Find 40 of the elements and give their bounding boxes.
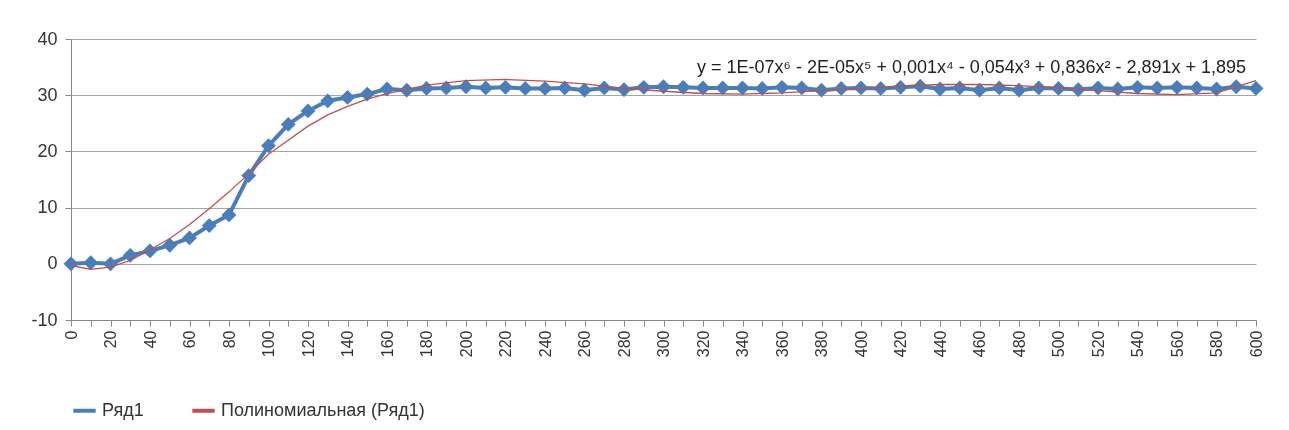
x-tick-label: 360	[773, 330, 791, 358]
y-tick-label: -10	[31, 309, 58, 330]
y-tick-label: 40	[37, 28, 58, 49]
x-tick-label: 100	[260, 330, 277, 358]
x-tick-label: 280	[615, 330, 633, 358]
y-tick-label: 0	[47, 253, 58, 274]
x-tick-label: 80	[220, 330, 238, 349]
x-tick-label: 240	[536, 330, 554, 358]
x-tick-label: 160	[378, 330, 396, 358]
x-tick-label: 40	[141, 330, 159, 349]
x-tick-label: 20	[102, 330, 119, 349]
x-tick-label: 260	[576, 330, 593, 358]
x-tick-label: 120	[299, 330, 317, 358]
x-tick-label: 320	[694, 330, 712, 358]
x-tick-label: 340	[734, 330, 751, 358]
x-tick-label: 380	[813, 330, 830, 358]
x-tick-label: 580	[1208, 330, 1225, 358]
x-tick-label: 60	[181, 330, 198, 349]
x-tick-label: 560	[1168, 330, 1186, 358]
x-tick-label: 140	[339, 330, 356, 358]
y-tick-label: 20	[37, 140, 58, 161]
x-tick-label: 420	[892, 330, 909, 358]
x-tick-label: 440	[931, 330, 949, 358]
x-tick-label: 300	[655, 330, 672, 358]
x-tick-label: 480	[1010, 330, 1028, 358]
x-tick-label: 520	[1089, 330, 1107, 358]
y-tick-label: 30	[37, 84, 58, 105]
legend-label: Ряд1	[102, 399, 144, 420]
x-tick-label: 460	[971, 330, 988, 358]
x-tick-label: 200	[457, 330, 475, 358]
legend-label: Полиномиальная (Ряд1)	[221, 399, 425, 420]
y-tick-label: 10	[37, 197, 58, 218]
x-tick-label: 180	[418, 330, 435, 358]
x-tick-label: 500	[1050, 330, 1067, 358]
x-tick-label: 600	[1247, 330, 1265, 358]
x-tick-label: 540	[1129, 330, 1146, 358]
annotation: y = 1E-07x⁶ - 2E-05x⁵ + 0,001x⁴ - 0,054x³ + 0,836x² - 2,891x + 1,895	[697, 57, 1246, 77]
x-tick-label: 220	[497, 330, 514, 358]
x-tick-label: 0	[62, 330, 80, 340]
x-tick-label: 400	[852, 330, 870, 358]
